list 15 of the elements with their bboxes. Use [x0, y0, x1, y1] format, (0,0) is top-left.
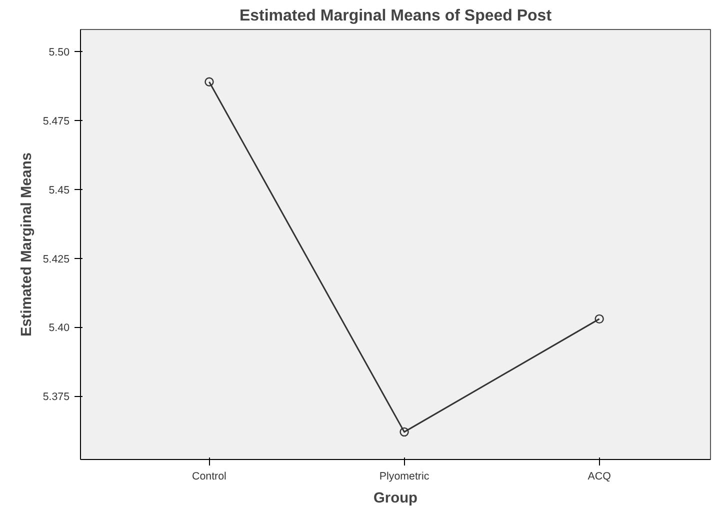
x-tick-label: Plyometric — [379, 470, 430, 482]
y-tick-label: 5.45 — [48, 184, 70, 196]
chart-title: Estimated Marginal Means of Speed Post — [239, 8, 552, 24]
x-tick-label: Control — [192, 470, 226, 482]
y-axis-title: Estimated Marginal Means — [18, 152, 35, 337]
y-tick-label: 5.375 — [42, 391, 70, 404]
point — [204, 77, 214, 86]
y-tick-label: 5.40 — [48, 322, 70, 334]
x-tick-label: ACQ — [588, 470, 611, 482]
x-axis-title: Group — [374, 490, 418, 506]
point — [400, 427, 409, 437]
y-tick-label: 5.425 — [42, 253, 70, 266]
y-tick-label: 5.475 — [42, 115, 70, 128]
point — [594, 314, 604, 324]
y-tick-label: 5.50 — [48, 46, 70, 59]
